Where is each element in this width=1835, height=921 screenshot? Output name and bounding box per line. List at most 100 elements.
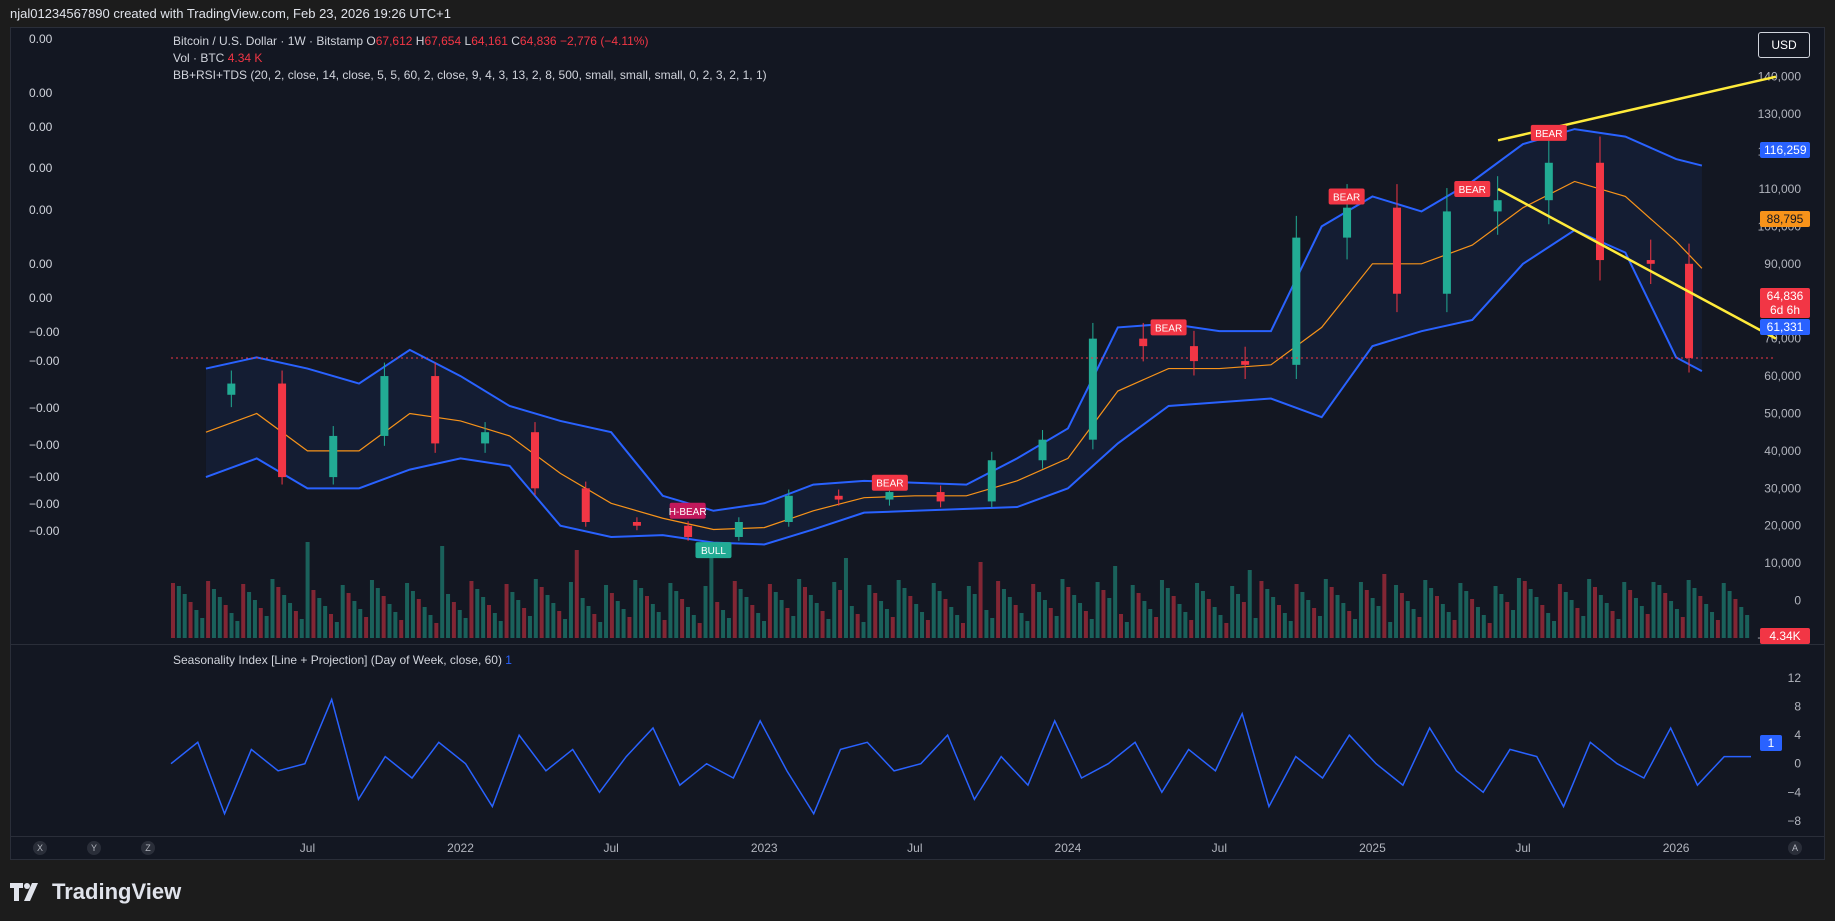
volume-bar [662,620,667,638]
bull-signal [695,542,732,559]
low-value: 64,161 [471,34,508,48]
volume-bar [1534,597,1539,638]
volume-bar [1721,583,1726,638]
left-axis: 0.00 0.00 0.00 0.00 0.00 0.00 0.00 −0.00 −0.00 −0… [11,28,161,648]
volume-bar [1259,581,1264,638]
left-axis-label: 0.00 [29,257,53,271]
volume-bar [996,581,1001,638]
volume-legend[interactable]: Vol · BTC 4.34 K [173,51,262,65]
volume-bar [1411,609,1416,638]
volume-bar [311,590,316,638]
time-axis-label: 2022 [447,841,474,855]
volume-bar [399,620,404,638]
symbol-legend[interactable]: Bitcoin / U.S. Dollar · 1W · Bitstamp O6… [173,34,648,48]
corner-x[interactable]: X [33,841,47,855]
corner-a[interactable]: A [1788,841,1802,855]
volume-bar [931,583,936,638]
price-axis-tick: 140,000 [1758,70,1802,84]
volume-bar [1265,589,1270,638]
volume-bar [1435,596,1439,638]
volume-bar [1429,588,1434,638]
volume-bar [984,610,989,638]
volume-bar [194,610,199,638]
price-axis-tick: 30,000 [1764,481,1801,495]
volume-bar [779,600,784,638]
corner-y[interactable]: Y [87,841,101,855]
volume-bar [1575,608,1580,638]
volume-bar [1200,591,1205,638]
pane-separator[interactable] [11,644,1824,645]
bear-signal-text: BEAR [1459,185,1486,196]
volume-bar [1710,612,1715,638]
volume-bar [1195,583,1200,638]
volume-bar [527,616,532,638]
volume-bar [1440,604,1445,638]
candle-body [1392,207,1401,294]
volume-bar [937,591,942,638]
time-axis[interactable]: Jul 2022 Jul 2023 Jul 2024 Jul 2025 Jul 2026 [11,836,1824,859]
footer-logo[interactable]: TradingView [10,879,181,905]
volume-bar [1680,617,1685,638]
volume-bar [446,594,451,638]
volume-bar [434,623,439,638]
seasonality-tag: 1 [1760,735,1782,751]
volume-bar [943,599,948,638]
volume-bar [381,596,386,638]
tradingview-logo-icon [10,883,38,901]
candle-body [1544,162,1553,201]
volume-bar [639,588,644,638]
volume-bar [1475,607,1480,638]
volume-bar [1183,612,1188,638]
volume-bar [849,606,854,638]
volume-bar [1569,600,1574,638]
volume-bar [1119,614,1123,638]
h-bear-signal-text: H-BEAR [669,507,707,518]
volume-bar [1552,621,1557,638]
volume-bar [1704,604,1709,638]
volume-bar [539,587,544,638]
volume-bar [1171,596,1176,638]
volume-bar [223,605,228,638]
volume-bar [206,581,211,638]
close-value: 64,836 −2,776 (−4.11%) [519,34,649,48]
volume-bar [1458,583,1463,638]
currency-button[interactable]: USD [1758,32,1810,58]
price-axis-tick: 70,000 [1764,332,1801,346]
volume-bar [1148,609,1153,638]
volume-bar [1399,593,1404,638]
volume-bar [1745,615,1750,638]
volume-bar [1101,590,1106,638]
volume-bar [1388,622,1393,638]
volume-bar [504,584,509,638]
volume-bar [762,621,767,638]
basis-tag: 88,795 [1760,211,1810,227]
volume-bar [1639,606,1644,638]
volume-bar [709,554,714,638]
volume-bar [609,593,614,638]
volume-bar [533,579,538,638]
volume-bar [668,583,673,638]
bear-signal-text: BEAR [1155,323,1182,334]
volume-bar [1230,586,1235,638]
volume-bar [1487,623,1492,638]
volume-bar [334,622,339,638]
price-chart[interactable]: 140,000130,000120,000110,000100,00090,00… [11,28,1824,859]
volume-bar [1060,579,1065,638]
candle-body [1088,338,1097,440]
volume-bar [1587,579,1592,638]
volume-bar [732,581,737,638]
indicator-legend[interactable]: BB+RSI+TDS (20, 2, close, 14, close, 5, … [173,68,767,82]
volume-bar [1610,611,1615,638]
seasonality-legend[interactable]: Seasonality Index [Line + Projection] (D… [173,653,512,667]
volume-bar [323,606,328,638]
volume-bar [568,582,573,638]
seasonality-axis-tick: 12 [1788,671,1802,685]
seasonality-axis-tick: 8 [1794,700,1801,714]
volume-tag: 4.34K [1760,628,1810,644]
symbol-name: Bitcoin / U.S. Dollar · 1W · Bitstamp [173,34,364,48]
candle-body [834,495,843,500]
volume-bar [808,595,813,638]
corner-z[interactable]: Z [141,841,155,855]
volume-bar [1130,585,1135,638]
volume-bar [1335,595,1340,638]
